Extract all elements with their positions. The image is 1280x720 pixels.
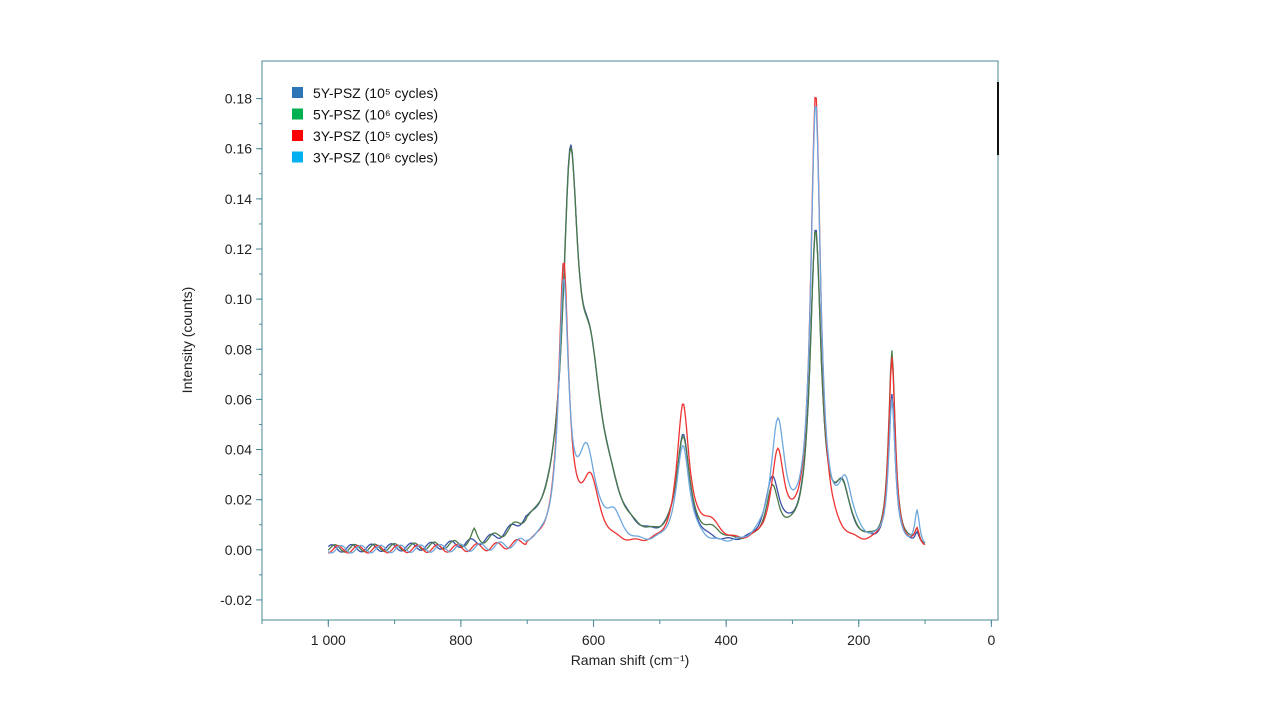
series-lines xyxy=(327,96,926,554)
plot-frame xyxy=(261,60,999,621)
y-tick-label: 0.12 xyxy=(225,241,252,257)
x-tick-label: 200 xyxy=(847,632,871,648)
y-tick-label: -0.02 xyxy=(220,592,252,608)
x-tick-label: 600 xyxy=(582,632,606,648)
legend-swatch xyxy=(292,130,303,141)
y-tick-label: 0.00 xyxy=(225,542,252,558)
y-tick-label: 0.02 xyxy=(225,492,252,508)
y-tick-label: 0.10 xyxy=(225,291,252,307)
legend-label: 5Y-PSZ (10⁶ cycles) xyxy=(313,107,438,123)
y-axis-title: Intensity (counts) xyxy=(179,287,195,394)
y-tick-label: 0.04 xyxy=(225,442,252,458)
y-tick-label: 0.16 xyxy=(225,141,252,157)
legend: 5Y-PSZ (10⁵ cycles) 5Y-PSZ (10⁶ cycles) 3Y… xyxy=(292,85,438,166)
series-line xyxy=(327,144,926,553)
x-tick-label: 0 xyxy=(987,632,995,648)
legend-swatch xyxy=(292,87,303,98)
y-tick-label: 0.08 xyxy=(225,341,252,357)
x-axis: 1 000 800 600 400 200 0 xyxy=(261,620,995,648)
x-tick-label: 400 xyxy=(714,632,738,648)
series-line xyxy=(327,105,926,554)
legend-label: 5Y-PSZ (10⁵ cycles) xyxy=(313,85,438,101)
legend-swatch xyxy=(292,108,303,120)
legend-swatch xyxy=(292,151,303,163)
y-axis: -0.02 0.00 0.02 0.04 0.06 0.08 0.10 0.12 0.14 0.1… xyxy=(220,91,262,608)
y-tick-label: 0.06 xyxy=(225,391,252,407)
legend-label: 3Y-PSZ (10⁵ cycles) xyxy=(313,128,438,144)
legend-label: 3Y-PSZ (10⁶ cycles) xyxy=(313,150,438,166)
y-tick-label: 0.14 xyxy=(225,191,252,207)
x-tick-label: 800 xyxy=(449,632,473,648)
series-line xyxy=(327,147,926,553)
y-tick-label: 0.18 xyxy=(225,91,252,107)
x-tick-label: 1 000 xyxy=(311,632,346,648)
x-axis-title: Raman shift (cm⁻¹) xyxy=(571,652,690,668)
